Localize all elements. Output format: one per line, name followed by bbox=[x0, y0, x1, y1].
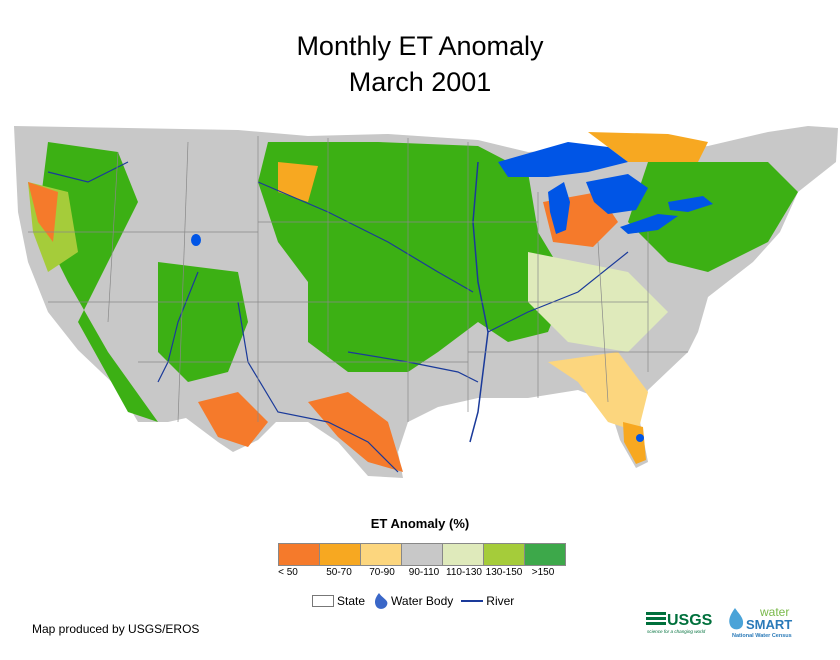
legend-label: 90-110 bbox=[408, 567, 440, 578]
map-features-legend: State Water Body River bbox=[312, 593, 522, 609]
et-anomaly-map bbox=[14, 126, 838, 478]
great-salt-lake bbox=[191, 234, 201, 246]
watersmart-smart-text: SMART bbox=[746, 617, 792, 632]
map-title-line1: Monthly ET Anomaly bbox=[296, 31, 544, 61]
usgs-logo-text: USGS bbox=[667, 612, 713, 629]
lake-superior bbox=[498, 142, 628, 177]
legend-state-label: State bbox=[337, 594, 366, 608]
northeast-green-zone bbox=[628, 162, 798, 272]
legend-state: State bbox=[312, 594, 365, 608]
watersmart-census-text: National Water Census bbox=[732, 633, 792, 639]
legend-title: ET Anomaly (%) bbox=[370, 516, 470, 531]
legend-swatch-lt50 bbox=[279, 544, 319, 565]
river-missouri bbox=[257, 181, 474, 293]
usgs-tagline: science for a changing world bbox=[647, 629, 706, 634]
watersmart-logo: water SMART National Water Census bbox=[729, 605, 792, 639]
legend-swatch-130-150 bbox=[483, 544, 524, 565]
legend-color-ramp bbox=[278, 543, 566, 566]
lake-okeechobee bbox=[636, 434, 644, 442]
river-rio-grande bbox=[237, 301, 399, 473]
map-credit: Map produced by USGS/EROS bbox=[32, 622, 200, 636]
dry-zone-florida bbox=[623, 422, 646, 464]
dry-zone-southeast bbox=[548, 352, 648, 432]
legend-label: >150 bbox=[531, 567, 555, 578]
dry-zone-southwest bbox=[198, 392, 268, 447]
lake-erie bbox=[620, 214, 678, 234]
state-outline-icon bbox=[312, 595, 334, 607]
dry-zone-texas bbox=[308, 392, 403, 472]
state-boundaries bbox=[28, 136, 688, 423]
legend-label: 130-150 bbox=[485, 567, 523, 578]
map-title-line2: March 2001 bbox=[348, 67, 492, 97]
watersmart-water-text: water bbox=[759, 605, 789, 619]
legend-river-label: River bbox=[486, 594, 515, 608]
legend-water-body: Water Body bbox=[373, 592, 453, 610]
usgs-logo: USGS science for a changing world bbox=[646, 612, 713, 634]
river-colorado bbox=[157, 271, 199, 383]
dry-zone-northwest bbox=[28, 182, 58, 242]
legend-swatch-70-90 bbox=[360, 544, 401, 565]
legend-label: 50-70 bbox=[326, 567, 352, 578]
legend-swatch-gt150 bbox=[524, 544, 565, 565]
legend-label: < 50 bbox=[278, 567, 298, 578]
legend-swatch-110-130 bbox=[442, 544, 483, 565]
water-drop-icon bbox=[375, 593, 388, 609]
dry-zone-north-plains bbox=[278, 162, 318, 202]
legend-swatch-90-110 bbox=[401, 544, 442, 565]
lake-michigan bbox=[548, 182, 570, 234]
river-line-icon bbox=[461, 600, 484, 602]
lake-huron bbox=[586, 174, 648, 214]
legend-label: 110-130 bbox=[446, 567, 482, 578]
river-columbia bbox=[47, 161, 129, 183]
legend-swatch-50-70 bbox=[319, 544, 360, 565]
legend-label: 70-90 bbox=[369, 567, 395, 578]
legend-river: River bbox=[461, 594, 514, 608]
legend-water-label: Water Body bbox=[391, 594, 454, 608]
lake-ontario bbox=[668, 196, 713, 212]
